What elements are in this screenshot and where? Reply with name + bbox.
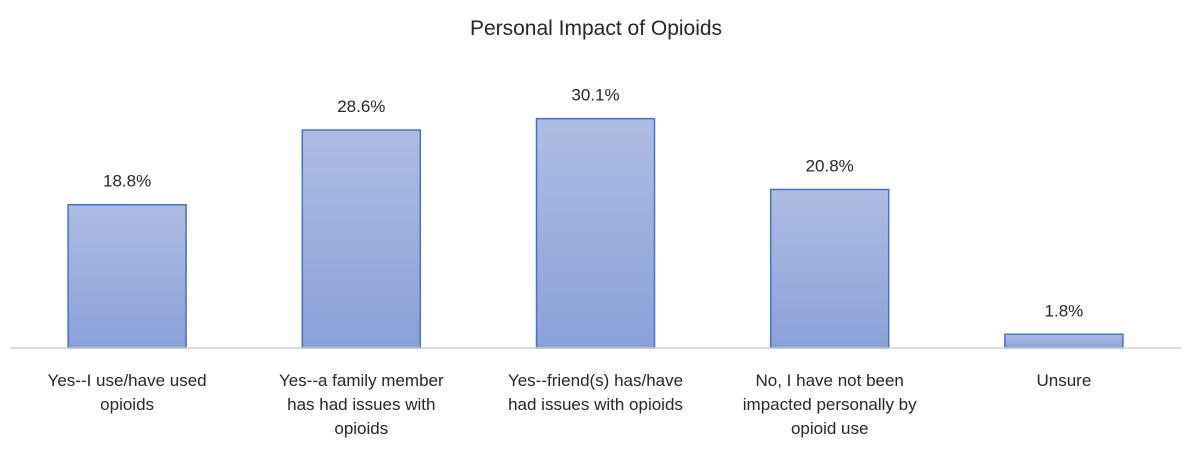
x-tick-label-4-line-3: opioid use xyxy=(791,419,869,438)
data-label-2: 28.6% xyxy=(337,97,385,116)
bar-1 xyxy=(67,203,187,349)
data-label-5: 1.8% xyxy=(1045,301,1084,320)
bar-3 xyxy=(535,117,656,349)
x-tick-label-1-line-2: opioids xyxy=(100,395,154,414)
x-tick-label-2-line-1: Yes--a family member xyxy=(279,371,444,390)
x-tick-label-2-line-2: has had issues with xyxy=(287,395,435,414)
x-tick-label-1-line-1: Yes--I use/have used xyxy=(48,371,207,390)
bar-2 xyxy=(301,129,422,349)
x-tick-label-3-line-1: Yes--friend(s) has/have xyxy=(508,371,683,390)
chart-title: Personal Impact of Opioids xyxy=(470,17,722,40)
x-tick-label-5-line-1: Unsure xyxy=(1036,371,1091,390)
x-tick-label-4-line-1: No, I have not been xyxy=(756,371,904,390)
bars-group: 18.8% 28.6% 30.1% 20.8% 1.8% xyxy=(67,86,1124,349)
x-tick-label-3-line-2: had issues with opioids xyxy=(508,395,683,414)
data-label-4: 20.8% xyxy=(806,157,854,176)
x-tick-label-2-line-3: opioids xyxy=(334,419,388,438)
category-labels-group: Yes--I use/have used opioids Yes--a family… xyxy=(48,371,1092,438)
bar-4 xyxy=(769,188,890,349)
bar-5 xyxy=(1004,333,1124,349)
data-label-1: 18.8% xyxy=(103,172,151,191)
data-label-3: 30.1% xyxy=(571,86,619,105)
x-tick-label-4-line-2: impacted personally by xyxy=(743,395,917,414)
